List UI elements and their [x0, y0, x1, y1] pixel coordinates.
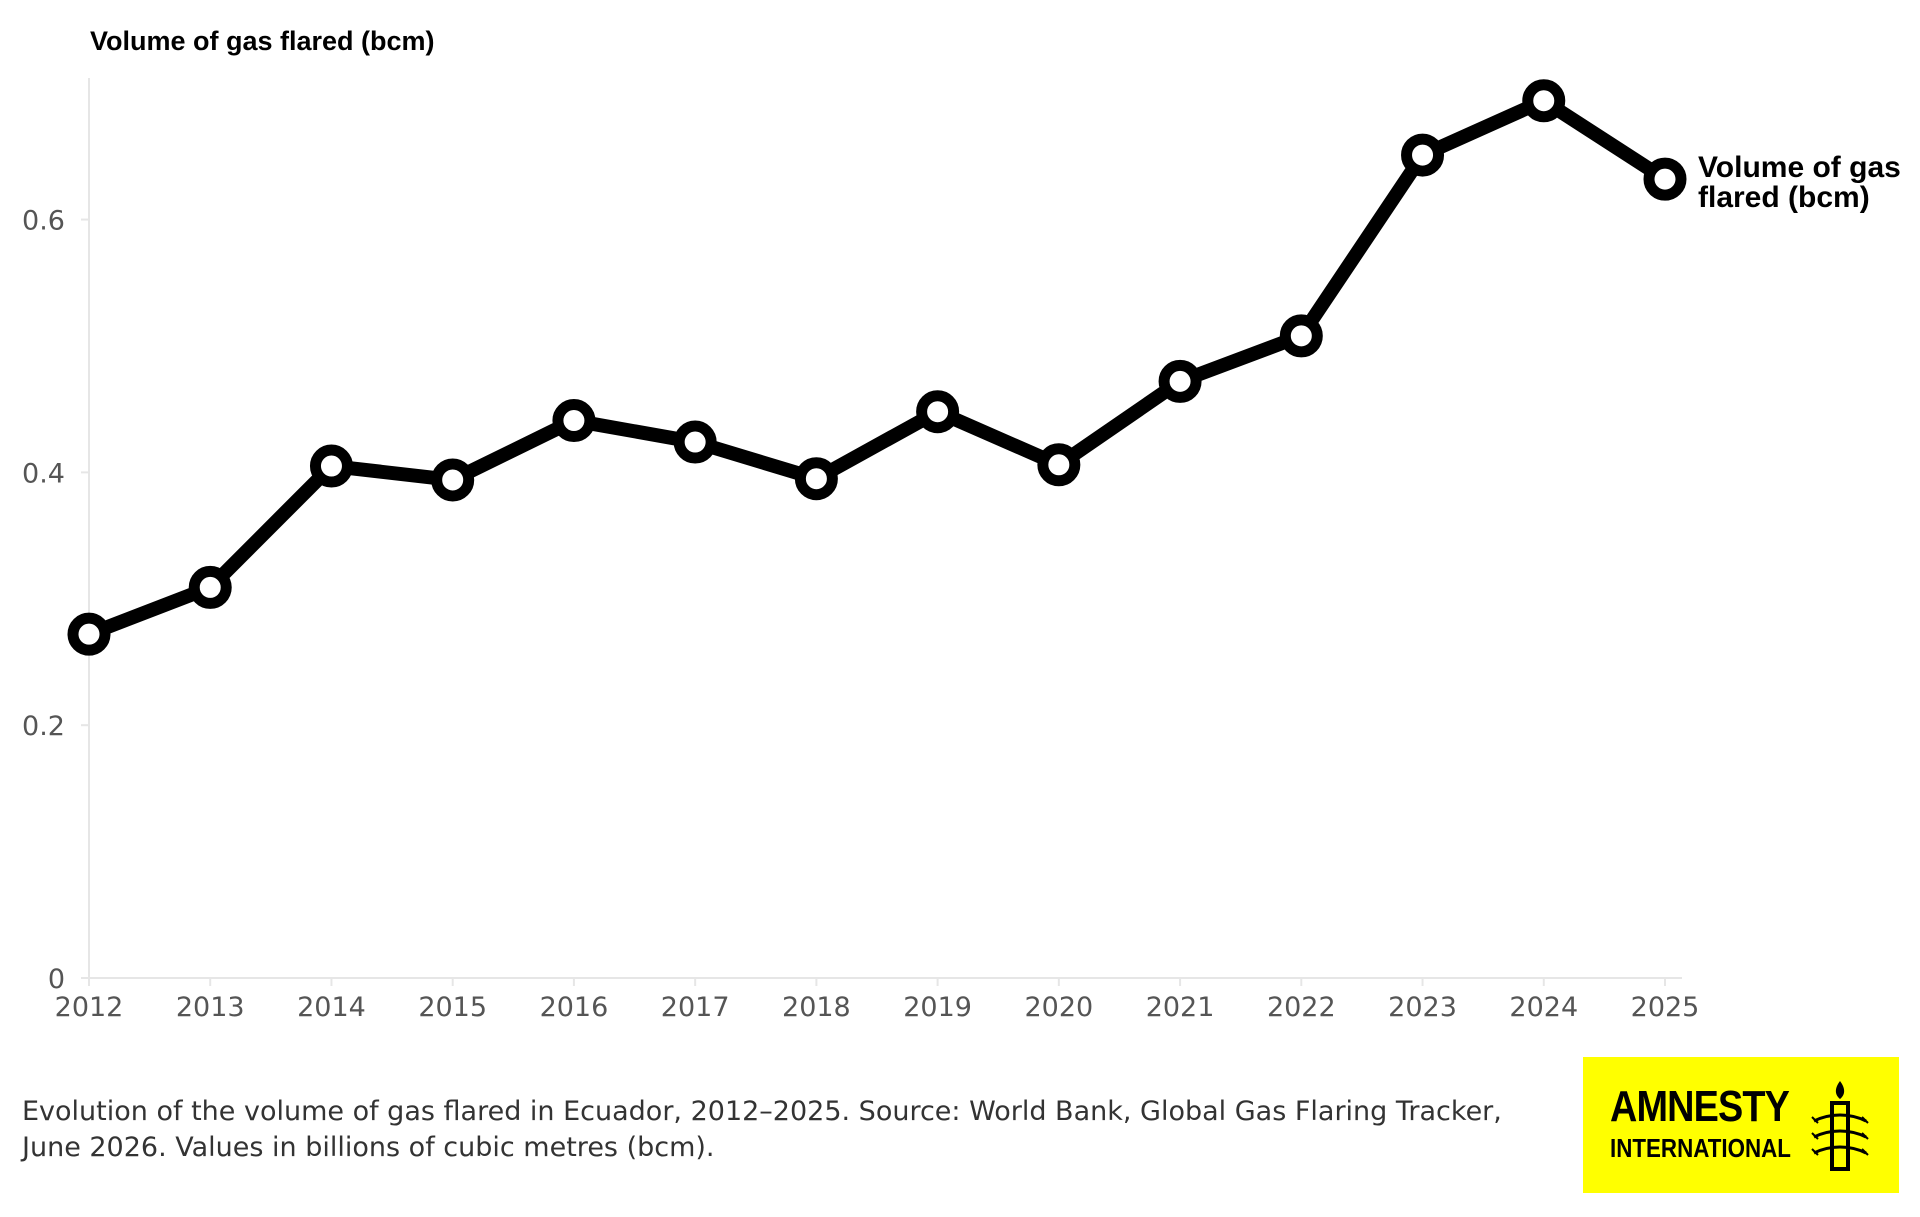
x-tick-label: 2023: [1388, 992, 1457, 1023]
y-tick-label: 0.6: [22, 206, 65, 237]
data-point-center: [812, 474, 821, 483]
data-point-center: [85, 630, 93, 639]
x-tick-label: 2012: [55, 992, 124, 1023]
x-tick-label: 2017: [661, 992, 730, 1023]
series-group: [67, 79, 1687, 656]
data-point-center: [569, 416, 578, 425]
x-tick-label: 2014: [297, 992, 366, 1023]
x-tick-label: 2015: [418, 992, 487, 1023]
series-end-label-line-2: flared (bcm): [1698, 181, 1870, 214]
x-tick-label: 2024: [1509, 992, 1578, 1023]
x-tick-label: 2018: [782, 992, 851, 1023]
x-tick-label: 2020: [1024, 992, 1093, 1023]
y-axis-title: Volume of gas flared (bcm): [90, 26, 435, 56]
logo-line-1: AMNESTY: [1610, 1082, 1790, 1131]
chart-caption: Evolution of the volume of gas flared in…: [22, 1096, 1502, 1163]
data-point-center: [1054, 460, 1063, 469]
y-tick-label: 0.4: [22, 458, 65, 489]
logo-line-2: INTERNATIONAL: [1610, 1133, 1791, 1163]
data-point-center: [691, 438, 700, 447]
logo-text: AMNESTY INTERNATIONAL: [1610, 1082, 1820, 1164]
y-tick-label: 0.2: [22, 711, 65, 742]
x-ticks: 2012 2013 2014 2015 2016 2017 2018 2019 2020 2021…: [55, 978, 1700, 1023]
data-point-center: [1176, 377, 1185, 386]
x-tick-label: 2025: [1631, 992, 1700, 1023]
x-tick-label: 2021: [1146, 992, 1215, 1023]
amnesty-logo: AMNESTY INTERNATIONAL: [1583, 1057, 1899, 1193]
data-point-center: [933, 407, 942, 416]
y-ticks: 0 0.2 0.4 0.6: [22, 206, 89, 995]
data-point-center: [1661, 175, 1669, 184]
x-tick-label: 2016: [540, 992, 609, 1023]
data-point-center: [1297, 331, 1306, 340]
data-point-center: [1418, 151, 1427, 160]
x-tick-label: 2013: [176, 992, 245, 1023]
line-chart: Volume of gas flared (bcm) 0 0.2 0.4 0.6 20…: [22, 26, 1909, 1023]
x-tick-label: 2019: [903, 992, 972, 1023]
series-end-label: Volume of gas flared (bcm): [1698, 151, 1909, 214]
data-point-center: [448, 475, 457, 484]
series-end-label-line-1: Volume of gas: [1698, 151, 1901, 184]
data-point-center: [1539, 96, 1548, 105]
y-tick-label: 0: [48, 964, 65, 995]
series-line: [82, 93, 1672, 642]
x-tick-label: 2022: [1267, 992, 1336, 1023]
data-point-center: [327, 462, 336, 471]
data-point-center: [206, 583, 215, 592]
candle-in-barbed-wire-icon: [1811, 1081, 1869, 1171]
